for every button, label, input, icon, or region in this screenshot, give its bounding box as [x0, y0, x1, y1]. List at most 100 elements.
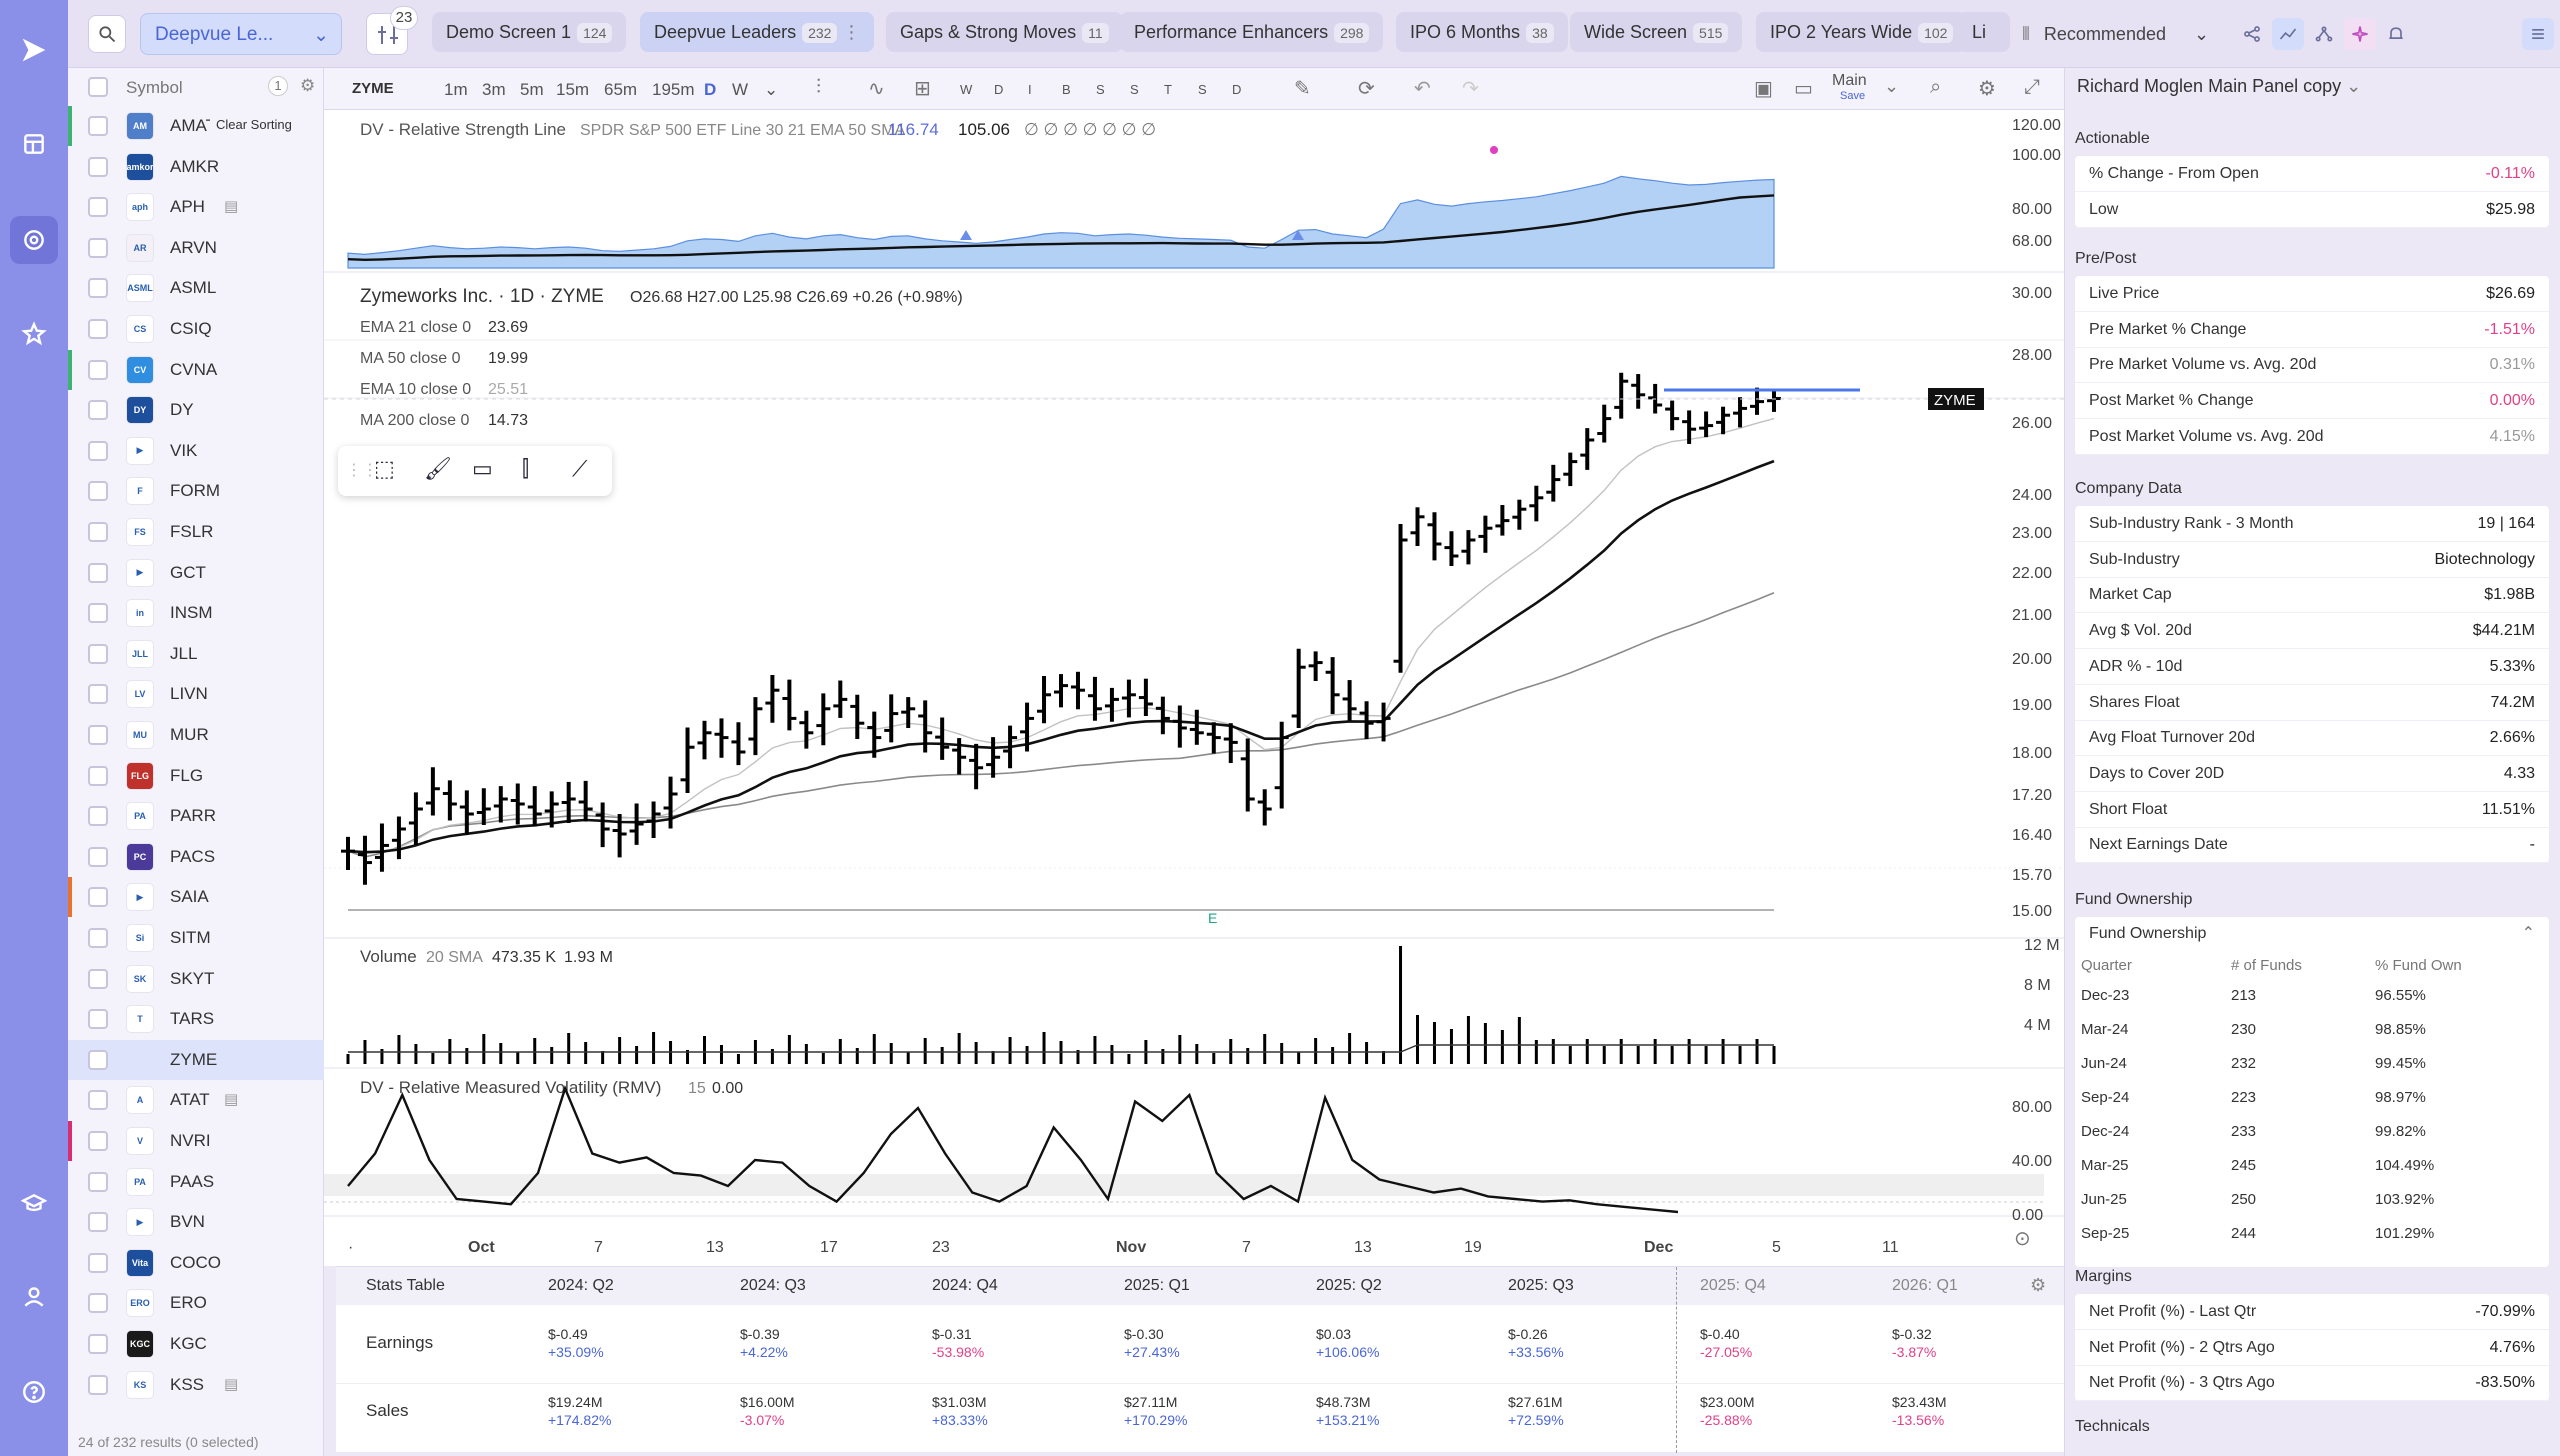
watchlist-row[interactable]: Vita COCO — [68, 1243, 324, 1283]
panel-icon[interactable]: ▣ — [1754, 78, 1773, 100]
row-checkbox[interactable] — [88, 1293, 108, 1314]
watchlist-row[interactable]: ▶ VIK — [68, 431, 324, 471]
logo-icon[interactable] — [10, 26, 58, 74]
pencil-icon[interactable]: ✎ — [1294, 78, 1311, 100]
section-company-header[interactable]: Company Data — [2075, 480, 2182, 497]
watchlist-row[interactable]: T TARS — [68, 999, 324, 1039]
section-technicals-header[interactable]: Technicals — [2075, 1418, 2150, 1435]
account-icon[interactable] — [10, 1272, 58, 1320]
metric-row[interactable]: Post Market % Change 0.00% — [2075, 383, 2549, 420]
watchlist-row[interactable]: F FORM — [68, 471, 324, 511]
watchlist-row[interactable]: ▶ GCT — [68, 553, 324, 593]
watchlist-row[interactable]: ▶ BVN — [68, 1202, 324, 1242]
metric-row[interactable]: Net Profit (%) - 2 Qtrs Ago 4.76% — [2075, 1330, 2549, 1366]
metric-row[interactable]: Low $25.98 — [2075, 192, 2549, 228]
layout-icon[interactable] — [10, 120, 58, 168]
metric-row[interactable]: Avg Float Turnover 20d 2.66% — [2075, 720, 2549, 757]
search-button[interactable] — [88, 15, 126, 53]
metric-row[interactable]: Live Price $26.69 — [2075, 276, 2549, 312]
toggle-d[interactable]: D — [1232, 82, 1242, 97]
toggle-s[interactable]: S — [1198, 82, 1207, 97]
save-layout-button[interactable]: Save — [1840, 90, 1866, 102]
metric-row[interactable]: Net Profit (%) - 3 Qtrs Ago -83.50% — [2075, 1365, 2549, 1402]
chart-view-icon[interactable] — [2272, 18, 2304, 50]
row-checkbox[interactable] — [88, 237, 108, 258]
metric-row[interactable]: Post Market Volume vs. Avg. 20d 4.15% — [2075, 419, 2549, 455]
watchlist-row[interactable]: DY DY — [68, 390, 324, 430]
row-checkbox[interactable] — [88, 603, 108, 624]
toggle-w[interactable]: W — [960, 82, 973, 97]
rectangle-tool-icon[interactable]: ⬚ — [374, 456, 395, 481]
row-checkbox[interactable] — [88, 928, 108, 948]
interval-w[interactable]: W — [732, 80, 749, 99]
row-checkbox[interactable] — [88, 643, 108, 664]
metric-row[interactable]: ADR % - 10d 5.33% — [2075, 649, 2549, 685]
list-view-icon[interactable] — [2522, 18, 2554, 50]
row-checkbox[interactable] — [88, 968, 108, 989]
toggle-t[interactable]: T — [1164, 82, 1172, 97]
watchlist-row[interactable]: PA PARR — [68, 796, 324, 836]
row-checkbox[interactable] — [88, 765, 108, 786]
row-checkbox[interactable] — [88, 562, 108, 583]
watchlist-row[interactable]: KGC KGC — [68, 1324, 324, 1364]
network-icon[interactable] — [2308, 18, 2340, 50]
watchlist-row[interactable]: LV LIVN — [68, 674, 324, 714]
watchlist-row[interactable]: CS CSIQ — [68, 309, 324, 349]
metric-row[interactable]: Sub-Industry Rank - 3 Month 19 | 164 — [2075, 506, 2549, 542]
row-checkbox[interactable] — [88, 1252, 108, 1273]
tab-wide-screen[interactable]: Wide Screen 515 — [1570, 12, 1743, 52]
metric-row[interactable]: Next Earnings Date - — [2075, 827, 2549, 864]
gear-icon[interactable]: ⚙ — [1978, 78, 1996, 100]
watchlist-row[interactable]: AM AMAT — [68, 106, 324, 146]
watchlist-row[interactable]: Si SITM — [68, 918, 324, 958]
row-checkbox[interactable] — [88, 319, 108, 339]
tab-demo-screen-1[interactable]: Demo Screen 1 124 — [432, 12, 627, 52]
fund-subheader[interactable]: Fund Ownership — [2089, 925, 2207, 942]
row-checkbox[interactable] — [88, 806, 108, 827]
line-tool-icon[interactable]: ⟋ — [572, 456, 588, 481]
metric-row[interactable]: Pre Market % Change -1.51% — [2075, 312, 2549, 348]
select-all-checkbox[interactable] — [88, 77, 108, 97]
gear-icon[interactable]: ⚙ — [2030, 1275, 2047, 1295]
scanner-icon[interactable] — [10, 216, 58, 264]
brush-tool-icon[interactable]: 🖌 — [424, 456, 452, 481]
metric-row[interactable]: Sub-Industry Biotechnology — [2075, 542, 2549, 578]
watchlist-row[interactable]: FLG FLG — [68, 756, 324, 796]
chevron-up-icon[interactable]: ⌃ — [2521, 925, 2535, 942]
row-checkbox[interactable] — [88, 887, 108, 908]
metric-row[interactable]: Net Profit (%) - Last Qtr -70.99% — [2075, 1294, 2549, 1330]
zoom-icon[interactable]: ⌕ — [1930, 76, 1942, 98]
tab-li[interactable]: Li — [1958, 12, 2010, 52]
watchlist-row[interactable]: ZYME — [68, 1039, 324, 1080]
section-actionable-header[interactable]: Actionable — [2075, 130, 2150, 147]
panel-title[interactable]: Richard Moglen Main Panel copy ⌄ — [2077, 76, 2362, 96]
watchlist-row[interactable]: CV CVNA — [68, 349, 324, 390]
toggle-d[interactable]: D — [994, 82, 1004, 97]
symbol-column-header[interactable]: Symbol — [126, 78, 183, 97]
row-checkbox[interactable] — [88, 725, 108, 745]
toggle-s[interactable]: S — [1130, 82, 1139, 97]
note-icon[interactable]: ▤ — [224, 1091, 239, 1109]
tab-performance-enhancers[interactable]: Performance Enhancers 298 — [1120, 12, 1384, 52]
indicator-icon[interactable]: ∿ — [868, 78, 885, 100]
watchlist-row[interactable]: ▶ SAIA — [68, 877, 324, 918]
layout-grid-icon[interactable]: ⊞ — [914, 78, 931, 100]
watchlist-row[interactable]: A ATAT ▤ — [68, 1080, 324, 1120]
row-checkbox[interactable] — [88, 156, 108, 177]
interval-65m[interactable]: 65m — [604, 80, 638, 99]
watchlist-row[interactable]: V NVRI — [68, 1121, 324, 1161]
watchlist-row[interactable]: AR ARVN — [68, 228, 324, 268]
row-checkbox[interactable] — [88, 359, 108, 380]
row-checkbox[interactable] — [88, 522, 108, 542]
drag-handle-icon[interactable]: ⋮⋮ — [346, 462, 378, 479]
watchlist-row[interactable]: KS KSS ▤ — [68, 1365, 324, 1405]
row-checkbox[interactable] — [88, 440, 108, 461]
row-checkbox[interactable] — [88, 1212, 108, 1233]
toggle-i[interactable]: I — [1028, 82, 1032, 97]
metric-row[interactable]: Avg $ Vol. 20d $44.21M — [2075, 613, 2549, 650]
tab-gaps-strong-moves[interactable]: Gaps & Strong Moves 11 — [886, 12, 1123, 52]
section-fund-header[interactable]: Fund Ownership — [2075, 891, 2193, 908]
row-checkbox[interactable] — [88, 116, 108, 136]
fullscreen-icon[interactable]: ⤢ — [2024, 76, 2040, 98]
earnings-marker[interactable]: E — [1208, 910, 1217, 926]
